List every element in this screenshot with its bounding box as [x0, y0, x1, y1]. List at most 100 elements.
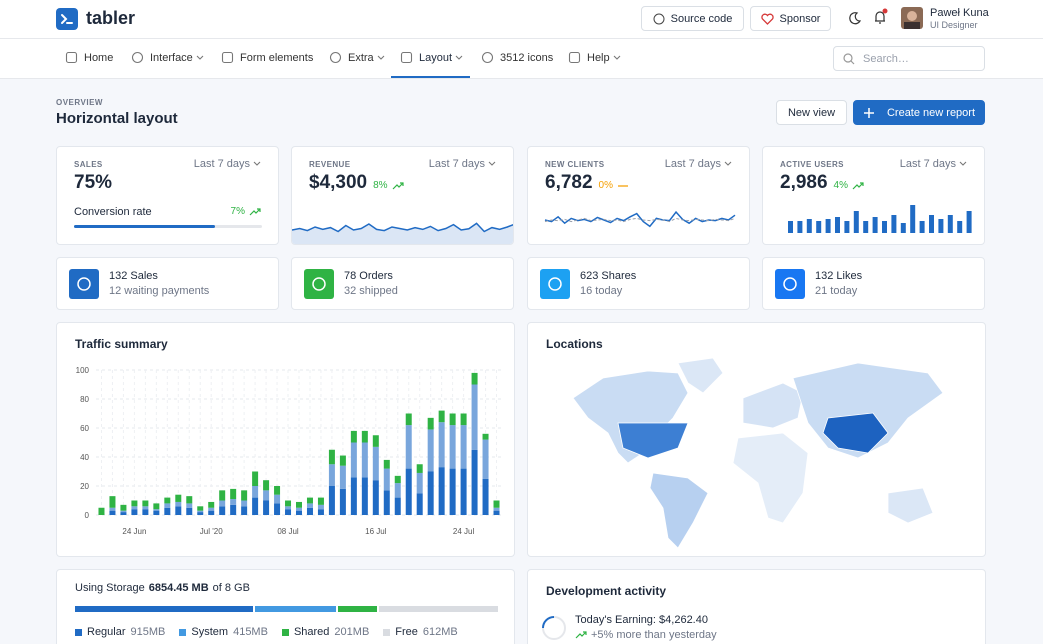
bar-segment	[252, 497, 259, 515]
source-button[interactable]: Source code	[641, 6, 744, 31]
change: 7%	[231, 206, 261, 217]
bar-segment	[263, 490, 270, 501]
bar-segment	[405, 468, 412, 515]
card-title: Development activity	[546, 584, 667, 598]
change-value: 8%	[373, 180, 388, 191]
period: Last 7 days	[428, 158, 485, 170]
bar-segment	[350, 477, 357, 515]
sponsor-button[interactable]: Sponsor	[750, 6, 831, 31]
new-view-button[interactable]: New view	[776, 100, 847, 125]
country	[677, 357, 724, 394]
spark-bar	[853, 211, 859, 233]
mini-title: 132 Sales	[109, 270, 158, 282]
bar-segment	[197, 512, 204, 515]
nav-label: Home	[84, 51, 114, 64]
bar-segment	[175, 494, 182, 502]
stat-row: 75%	[74, 172, 112, 194]
bar-segment	[285, 506, 292, 510]
sparkline	[544, 210, 736, 228]
bar-segment	[131, 500, 138, 507]
bar-segment	[460, 413, 467, 426]
storage-segment	[255, 606, 336, 612]
bar-segment	[449, 468, 456, 515]
bar-segment	[208, 501, 215, 508]
brand[interactable]: tabler	[86, 8, 136, 28]
bar-segment	[109, 507, 116, 511]
spark-bar	[910, 205, 916, 233]
legend-name: Shared	[293, 626, 330, 638]
bar-segment	[175, 501, 182, 507]
chevron	[455, 55, 463, 60]
nav-icon	[329, 51, 342, 64]
earning-change: +5% more than yesterday	[575, 629, 717, 641]
bar-segment	[361, 477, 368, 515]
y-tick-label: 80	[80, 395, 89, 404]
period-dropdown[interactable]: Last 7 days	[900, 158, 967, 170]
bar-segment	[164, 503, 171, 508]
trend-path	[249, 207, 261, 215]
traffic-card: Traffic summary 0 20 40 60 80 100 24 Jun Jul '20…	[56, 322, 515, 557]
stat-label: REVENUE	[309, 160, 351, 169]
bar-segment	[339, 455, 346, 466]
nav-item[interactable]: Home	[65, 51, 113, 64]
nav-item[interactable]: Extra	[329, 51, 385, 64]
icon-shape	[221, 51, 234, 64]
legend-name: Free	[395, 626, 418, 638]
bar-segment	[241, 490, 248, 501]
spark-line	[544, 217, 736, 223]
chevron-path	[613, 55, 621, 60]
search[interactable]: Search…	[833, 46, 985, 71]
period-dropdown[interactable]: Last 7 days	[194, 158, 261, 170]
avatar[interactable]	[901, 7, 923, 29]
bar-segment	[296, 507, 302, 511]
caption: Conversion rate	[74, 206, 152, 218]
nav-item[interactable]: Layout	[400, 51, 463, 64]
bar-segment	[153, 510, 160, 515]
nav-item[interactable]: Interface	[131, 51, 204, 64]
trend-path	[852, 181, 864, 189]
header: tabler Source code Sponsor Paweł Kuna UI…	[0, 0, 1043, 39]
nav-item[interactable]: 3512 icons	[481, 51, 553, 64]
activity-card: Development activity Today's Earning: $4,…	[527, 569, 986, 644]
bar-segment	[394, 475, 401, 484]
stat-value: 2,986	[780, 172, 828, 193]
theme-toggle[interactable]	[848, 11, 862, 25]
bar-segment	[350, 430, 357, 443]
nav-item[interactable]: Help	[568, 51, 621, 64]
y-tick-label: 40	[80, 453, 89, 462]
icon-shape	[568, 51, 581, 64]
glyph	[548, 277, 562, 291]
bar-segment	[361, 430, 368, 443]
create-report-button[interactable]: Create new report	[853, 100, 985, 125]
storage-legend: Regular 915MB System 415MB Shared 201MB Free 61…	[75, 626, 458, 638]
bar-segment	[394, 497, 401, 515]
storage-segment	[378, 606, 498, 612]
bar-segment	[438, 422, 445, 468]
bar-segment	[274, 486, 281, 495]
trend-path	[575, 631, 587, 639]
legend-swatch	[75, 628, 82, 636]
label: New view	[787, 106, 836, 119]
traffic-chart: 0 20 40 60 80 100 24 Jun Jul '20 08 Jul 16 Jul 24 …	[76, 366, 502, 536]
bar-segment	[394, 483, 401, 498]
navbar: Search… Home Interface Form elements Extra L…	[0, 39, 1043, 79]
stat-card: REVENUE Last 7 days $4,300 8%	[291, 146, 514, 245]
country	[649, 472, 709, 549]
bar-segment	[109, 496, 116, 508]
nav-icon	[131, 51, 144, 64]
nav-item[interactable]: Form elements	[221, 51, 313, 64]
period-dropdown[interactable]: Last 7 days	[429, 158, 496, 170]
spark-bar	[938, 219, 944, 233]
bar-segment	[383, 468, 390, 491]
bar-segment	[186, 503, 193, 508]
notifications[interactable]	[871, 8, 889, 26]
logo	[56, 8, 78, 30]
trend-icon	[575, 631, 587, 639]
country	[887, 487, 934, 524]
period-dropdown[interactable]: Last 7 days	[665, 158, 732, 170]
storage-text: Using Storage 6854.45 MB of 8 GB	[75, 582, 250, 594]
bar-segment	[372, 480, 379, 515]
locations-card: Locations	[527, 322, 986, 557]
period: Last 7 days	[664, 158, 721, 170]
